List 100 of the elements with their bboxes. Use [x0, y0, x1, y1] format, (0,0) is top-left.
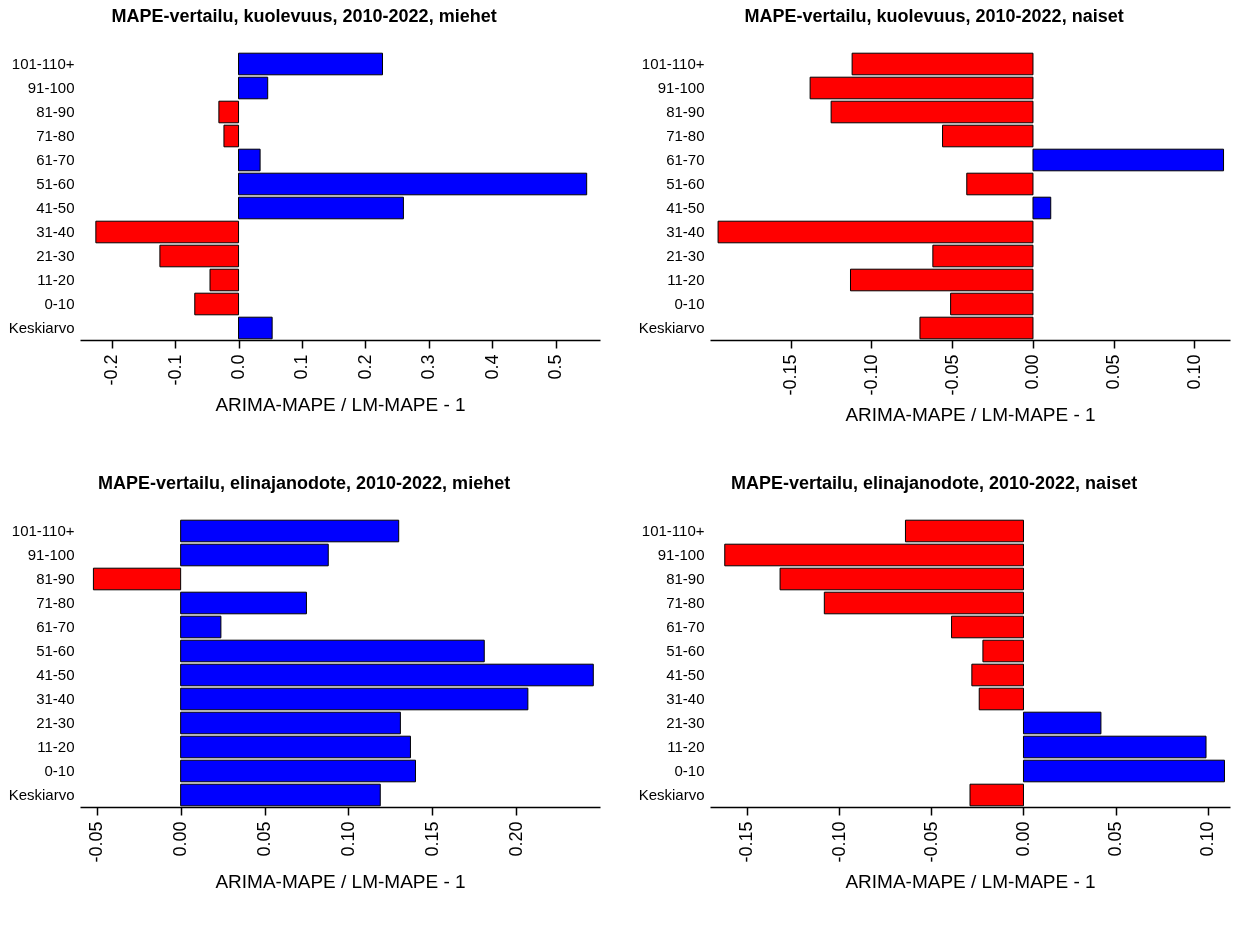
x-axis-title: ARIMA-MAPE / LM-MAPE - 1 — [215, 870, 466, 892]
bar — [180, 519, 400, 543]
y-tick-label: 81-90 — [36, 103, 75, 120]
x-tick-label: -0.2 — [101, 354, 122, 386]
y-tick-label: 71-80 — [666, 594, 705, 611]
bar — [180, 663, 594, 687]
x-tick-label: 0.3 — [418, 354, 439, 380]
bar — [809, 76, 1034, 100]
bar — [1022, 711, 1102, 735]
y-tick-label: 0-10 — [44, 295, 75, 312]
y-tick-label: 71-80 — [666, 127, 705, 144]
x-tick-label: 0.20 — [505, 821, 526, 857]
bar — [180, 711, 401, 735]
y-tick-label: 101-110+ — [641, 522, 705, 539]
bar — [180, 615, 222, 639]
bar — [932, 244, 1034, 268]
bar — [238, 196, 404, 220]
y-tick-label: 91-100 — [657, 79, 705, 96]
x-tick-label: 0.15 — [421, 821, 442, 857]
y-tick-label: 41-50 — [36, 666, 75, 683]
x-tick-label: 0.0 — [228, 354, 249, 380]
bar — [942, 124, 1034, 148]
x-tick-label: 0.1 — [291, 354, 312, 380]
y-tick-label: 71-80 — [36, 127, 75, 144]
x-axis-title: ARIMA-MAPE / LM-MAPE - 1 — [845, 403, 1096, 425]
y-tick-label: 31-40 — [36, 690, 75, 707]
y-tick-label: 0-10 — [674, 762, 705, 779]
bar — [978, 687, 1024, 711]
y-tick-label: 21-30 — [36, 714, 75, 731]
bar — [851, 52, 1034, 76]
bar — [1032, 196, 1052, 220]
bar — [717, 220, 1034, 244]
bar — [180, 759, 416, 783]
y-tick-label: 91-100 — [657, 546, 705, 563]
x-tick-label: 0.05 — [1105, 821, 1126, 857]
bar — [238, 52, 383, 76]
bar — [982, 639, 1024, 663]
x-tick-label: -0.1 — [164, 354, 185, 386]
y-tick-label: 61-70 — [666, 618, 705, 635]
y-tick-label: 11-20 — [667, 271, 705, 288]
x-tick-label: 0.05 — [254, 821, 275, 857]
y-tick-label: 11-20 — [667, 738, 705, 755]
bar — [779, 567, 1024, 591]
chart-title: MAPE-vertailu, kuolevuus, 2010-2022, miehet — [111, 6, 497, 26]
chart-title: MAPE-vertailu, kuolevuus, 2010-2022, naiset — [744, 6, 1124, 26]
bar — [904, 519, 1024, 543]
y-tick-label: 51-60 — [666, 642, 705, 659]
x-tick-label: 0.4 — [481, 354, 502, 380]
x-tick-label: 0.10 — [1183, 354, 1204, 390]
bar — [1032, 148, 1225, 172]
y-tick-label: 41-50 — [666, 199, 705, 216]
y-tick-label: 31-40 — [666, 223, 705, 240]
bar — [724, 543, 1024, 567]
y-tick-label: 51-60 — [666, 175, 705, 192]
x-tick-label: -0.05 — [86, 821, 107, 863]
chart-title: MAPE-vertailu, elinajanodote, 2010-2022, miehet — [97, 473, 511, 493]
y-tick-label: 31-40 — [36, 223, 75, 240]
bar — [92, 567, 182, 591]
x-tick-label: 0.10 — [337, 821, 358, 857]
y-tick-label: 51-60 — [36, 175, 75, 192]
y-tick-label: 91-100 — [27, 546, 75, 563]
bar — [180, 687, 529, 711]
y-tick-label: 81-90 — [36, 570, 75, 587]
bar — [238, 172, 588, 196]
y-tick-label: 0-10 — [674, 295, 705, 312]
x-tick-label: -0.15 — [780, 354, 801, 396]
y-tick-label: 91-100 — [27, 79, 75, 96]
bar — [159, 244, 240, 268]
bar — [218, 100, 240, 124]
y-tick-label: 0-10 — [44, 762, 75, 779]
y-tick-label: 41-50 — [666, 666, 705, 683]
bar — [209, 268, 240, 292]
bar — [180, 639, 485, 663]
x-axis-title: ARIMA-MAPE / LM-MAPE - 1 — [215, 393, 466, 415]
bar — [180, 591, 307, 615]
bar — [951, 615, 1024, 639]
y-tick-label: 11-20 — [37, 271, 75, 288]
y-tick-label: Keskiarvo — [8, 786, 75, 803]
y-tick-label: 41-50 — [36, 199, 75, 216]
x-tick-label: 0.00 — [170, 821, 191, 857]
y-tick-label: 61-70 — [36, 618, 75, 635]
bar — [180, 543, 329, 567]
y-tick-label: 71-80 — [36, 594, 75, 611]
y-tick-label: 101-110+ — [11, 55, 75, 72]
x-tick-label: 0.10 — [1197, 821, 1218, 857]
bar — [823, 591, 1024, 615]
bar — [830, 100, 1034, 124]
bar — [238, 148, 261, 172]
chart-title: MAPE-vertailu, elinajanodote, 2010-2022, naiset — [730, 473, 1138, 493]
bar — [1022, 735, 1207, 759]
x-tick-label: 0.2 — [354, 354, 375, 380]
y-tick-label: Keskiarvo — [638, 319, 705, 336]
bar — [194, 292, 240, 316]
y-tick-label: 81-90 — [666, 103, 705, 120]
y-tick-label: 21-30 — [36, 247, 75, 264]
x-axis-title: ARIMA-MAPE / LM-MAPE - 1 — [845, 870, 1096, 892]
y-tick-label: 61-70 — [666, 151, 705, 168]
y-tick-label: Keskiarvo — [638, 786, 705, 803]
bar — [966, 172, 1034, 196]
y-tick-label: 21-30 — [666, 247, 705, 264]
